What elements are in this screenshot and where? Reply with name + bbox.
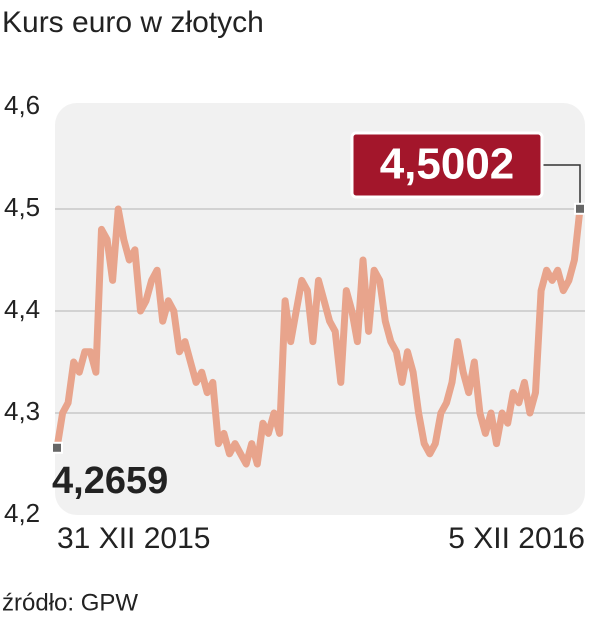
y-tick-label: 4,2: [4, 498, 40, 528]
data-line: [53, 205, 584, 468]
x-tick-label: 5 XII 2016: [448, 522, 585, 555]
end-marker: [574, 202, 586, 215]
plot-background: [55, 103, 585, 515]
y-tick-label: 4,3: [4, 396, 40, 426]
y-tick-label: 4,6: [4, 90, 40, 120]
x-tick-label: 31 XII 2015: [57, 522, 210, 555]
source: źródło: GPW: [2, 589, 138, 616]
label-box: [350, 131, 544, 199]
end-value-label: 4,5002: [380, 140, 515, 189]
end-marker: [51, 441, 63, 454]
leader-line: [542, 164, 581, 209]
chart-title: Kurs euro w złotych: [2, 6, 264, 39]
y-tick-label: 4,5: [4, 192, 40, 222]
y-tick-label: 4,4: [4, 294, 40, 324]
start-value-label: 4,2659: [52, 460, 168, 502]
